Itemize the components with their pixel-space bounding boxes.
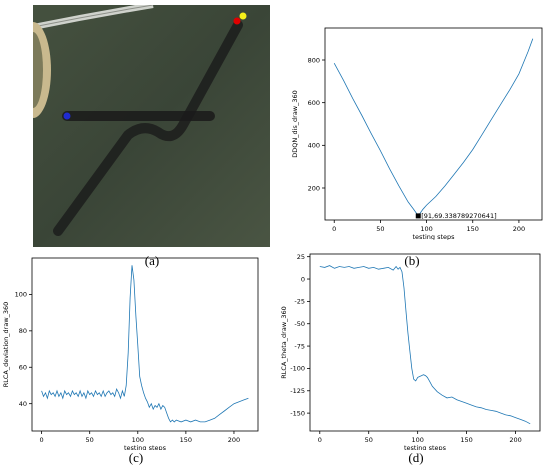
- caption-a: (a): [144, 253, 160, 268]
- x-tick-label: 150: [460, 436, 472, 444]
- datatip-marker: [415, 213, 421, 219]
- x-tick-label: 50: [86, 436, 94, 444]
- x-tick-label: 100: [411, 436, 423, 444]
- y-tick-label: -125: [290, 387, 305, 395]
- x-tick-label: 50: [365, 436, 373, 444]
- series-line: [41, 265, 249, 423]
- vehicle-path-track: [53, 20, 243, 236]
- aerial-map-image: [15, 2, 270, 247]
- y-tick-label: 400: [308, 142, 320, 150]
- y-tick-label: 600: [308, 99, 320, 107]
- x-tick-label: 150: [467, 225, 479, 233]
- chart-d: 0 50 100 150 200 25 0 -25 -50 -75 -100 -125 -150 test…: [275, 250, 550, 452]
- y-axis-label: DDQN_dis_draw_360: [291, 90, 299, 158]
- chart-b-svg: 0 50 100 150 200 200 400 600 800 testing steps DDQ…: [291, 27, 543, 241]
- x-tick-label: 100: [420, 225, 432, 233]
- chart-c: 0 50 100 150 200 40 60 80 100 testing steps RLCA_d…: [0, 250, 268, 452]
- red-goal-marker: [233, 17, 241, 25]
- y-tick-label: -150: [290, 409, 305, 417]
- y-tick-label: 800: [308, 56, 320, 64]
- y-tick-label: 200: [308, 184, 320, 192]
- y-tick-label: 40: [19, 400, 27, 408]
- y-tick-label: 25: [297, 253, 305, 261]
- x-tick-label: 200: [228, 436, 240, 444]
- datatip-label: [91,69.338789270641]: [421, 212, 496, 220]
- y-tick-label: 80: [19, 327, 27, 335]
- x-axis-label: testing steps: [124, 444, 167, 450]
- x-tick-label: 150: [180, 436, 192, 444]
- blue-start-marker: [63, 112, 71, 120]
- series-line: [333, 38, 534, 217]
- x-axis-label: testing steps: [412, 233, 455, 240]
- y-tick-label: -25: [294, 298, 305, 306]
- x-tick-label: 100: [132, 436, 144, 444]
- chart-b: 0 50 100 150 200 200 400 600 800 testing steps DDQ…: [277, 0, 550, 241]
- x-axis-label: testing steps: [404, 444, 447, 450]
- y-tick-label: 0: [301, 275, 305, 283]
- chart-d-svg: 0 50 100 150 200250-25-50-75-100-125-150test…: [280, 253, 541, 452]
- caption-d: (d): [408, 450, 424, 465]
- caption-b: (b): [404, 253, 420, 268]
- plot-frame: [309, 253, 541, 432]
- y-tick-label: -100: [290, 365, 305, 373]
- plot-frame: [31, 257, 259, 432]
- x-tick-label: 0: [318, 436, 322, 444]
- y-tick-label: 100: [15, 291, 27, 299]
- y-tick-label: 60: [19, 364, 27, 372]
- x-tick-label: 200: [513, 225, 525, 233]
- yellow-goal-marker: [239, 12, 247, 20]
- y-tick-label: -50: [294, 320, 305, 328]
- x-tick-label: 50: [376, 225, 384, 233]
- x-tick-label: 0: [332, 225, 336, 233]
- x-tick-label: 200: [509, 436, 521, 444]
- y-tick-label: -75: [294, 342, 305, 350]
- y-axis-label: RLCA_deviation_draw_360: [2, 302, 10, 388]
- x-tick-label: 0: [40, 436, 44, 444]
- y-axis-label: RLCA_theta_draw_360: [280, 306, 288, 379]
- plot-frame: [324, 27, 543, 221]
- aerial-image-panel: [15, 2, 270, 247]
- series-line: [319, 265, 531, 425]
- caption-c: (c): [128, 450, 144, 465]
